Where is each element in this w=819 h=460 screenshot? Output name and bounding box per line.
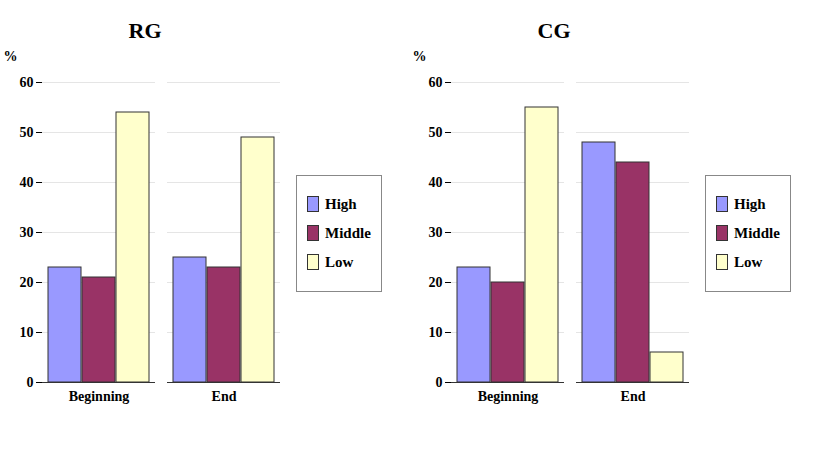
svg-text:%: % — [4, 49, 18, 64]
svg-text:0: 0 — [27, 375, 34, 390]
svg-text:Beginning: Beginning — [69, 389, 130, 404]
svg-text:Beginning: Beginning — [478, 389, 539, 404]
svg-text:30: 30 — [429, 225, 443, 240]
svg-text:10: 10 — [20, 325, 34, 340]
html-text:RG: RG — [128, 18, 162, 43]
svg-text:50: 50 — [20, 125, 34, 140]
svg-text:10: 10 — [429, 325, 443, 340]
svg-text:60: 60 — [429, 75, 443, 90]
svg-text:0: 0 — [436, 375, 443, 390]
svg-text:20: 20 — [429, 275, 443, 290]
svg-text:20: 20 — [20, 275, 34, 290]
svg-text:%: % — [413, 49, 427, 64]
html-text:High: High — [325, 195, 357, 212]
html-text:Middle: Middle — [734, 224, 780, 241]
svg-text:End: End — [212, 389, 237, 404]
svg-text:50: 50 — [429, 125, 443, 140]
svg-text:40: 40 — [429, 175, 443, 190]
svg-text:60: 60 — [20, 75, 34, 90]
html-text:Low: Low — [325, 253, 354, 270]
html-text:CG: CG — [537, 18, 571, 43]
html-text:High: High — [734, 195, 766, 212]
html-text:Low: Low — [734, 253, 763, 270]
svg-text:30: 30 — [20, 225, 34, 240]
svg-text:End: End — [621, 389, 646, 404]
svg-text:40: 40 — [20, 175, 34, 190]
html-text:Middle: Middle — [325, 224, 371, 241]
